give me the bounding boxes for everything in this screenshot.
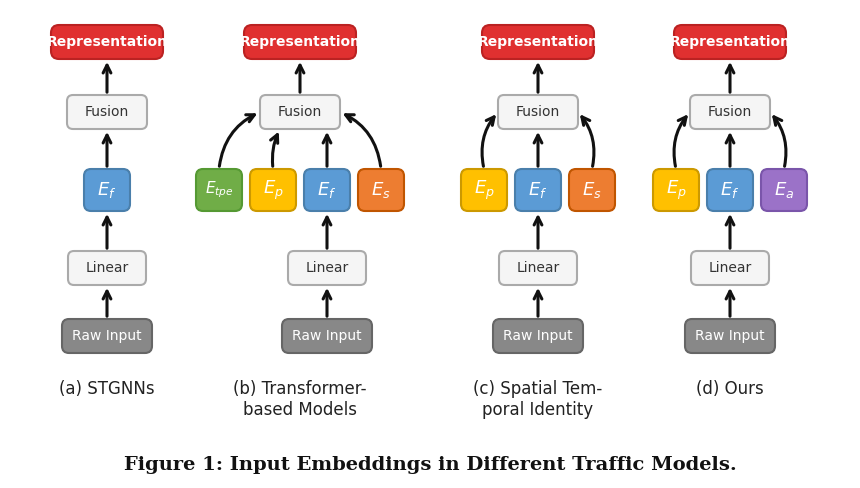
FancyBboxPatch shape (84, 169, 130, 211)
FancyBboxPatch shape (68, 251, 146, 285)
FancyBboxPatch shape (250, 169, 296, 211)
FancyBboxPatch shape (569, 169, 615, 211)
Text: Linear: Linear (85, 261, 129, 275)
Text: Raw Input: Raw Input (292, 329, 362, 343)
Text: (d) Ours: (d) Ours (696, 380, 764, 398)
FancyBboxPatch shape (358, 169, 404, 211)
FancyBboxPatch shape (685, 319, 775, 353)
Text: Representation: Representation (477, 35, 599, 49)
FancyBboxPatch shape (244, 25, 356, 59)
Text: (a) STGNNs: (a) STGNNs (59, 380, 155, 398)
Text: Fusion: Fusion (516, 105, 560, 119)
FancyBboxPatch shape (260, 95, 340, 129)
Text: (c) Spatial Tem-
poral Identity: (c) Spatial Tem- poral Identity (473, 380, 603, 419)
Text: Representation: Representation (239, 35, 360, 49)
FancyBboxPatch shape (51, 25, 163, 59)
Text: (b) Transformer-
based Models: (b) Transformer- based Models (233, 380, 366, 419)
FancyBboxPatch shape (761, 169, 807, 211)
Text: Linear: Linear (709, 261, 752, 275)
Text: $\mathit{E}_{p}$: $\mathit{E}_{p}$ (262, 179, 284, 202)
Text: Representation: Representation (669, 35, 790, 49)
Text: Fusion: Fusion (708, 105, 752, 119)
Text: Figure 1: Input Embeddings in Different Traffic Models.: Figure 1: Input Embeddings in Different … (124, 456, 736, 474)
FancyBboxPatch shape (499, 251, 577, 285)
Text: $\mathit{E}_{s}$: $\mathit{E}_{s}$ (582, 180, 602, 200)
Text: Linear: Linear (516, 261, 560, 275)
FancyBboxPatch shape (493, 319, 583, 353)
FancyBboxPatch shape (62, 319, 152, 353)
FancyBboxPatch shape (515, 169, 561, 211)
FancyBboxPatch shape (498, 95, 578, 129)
Text: Representation: Representation (46, 35, 168, 49)
FancyBboxPatch shape (674, 25, 786, 59)
FancyBboxPatch shape (304, 169, 350, 211)
Text: $\mathit{E}_{f}$: $\mathit{E}_{f}$ (317, 180, 337, 200)
FancyBboxPatch shape (196, 169, 242, 211)
Text: Raw Input: Raw Input (72, 329, 142, 343)
FancyBboxPatch shape (288, 251, 366, 285)
Text: $\mathit{E}_{f}$: $\mathit{E}_{f}$ (721, 180, 740, 200)
Text: $\mathit{E}_{f}$: $\mathit{E}_{f}$ (528, 180, 548, 200)
Text: Raw Input: Raw Input (695, 329, 765, 343)
Text: Raw Input: Raw Input (503, 329, 573, 343)
Text: Linear: Linear (305, 261, 348, 275)
FancyBboxPatch shape (67, 95, 147, 129)
FancyBboxPatch shape (707, 169, 753, 211)
FancyBboxPatch shape (461, 169, 507, 211)
FancyBboxPatch shape (691, 251, 769, 285)
FancyBboxPatch shape (282, 319, 372, 353)
Text: $\mathit{E}_{tpe}$: $\mathit{E}_{tpe}$ (205, 180, 233, 200)
Text: $\mathit{E}_{a}$: $\mathit{E}_{a}$ (774, 180, 794, 200)
FancyBboxPatch shape (690, 95, 770, 129)
Text: Fusion: Fusion (278, 105, 322, 119)
Text: $\mathit{E}_{s}$: $\mathit{E}_{s}$ (372, 180, 390, 200)
FancyBboxPatch shape (482, 25, 594, 59)
FancyBboxPatch shape (653, 169, 699, 211)
Text: $\mathit{E}_{p}$: $\mathit{E}_{p}$ (474, 179, 494, 202)
Text: $\mathit{E}_{f}$: $\mathit{E}_{f}$ (97, 180, 117, 200)
Text: Fusion: Fusion (85, 105, 129, 119)
Text: $\mathit{E}_{p}$: $\mathit{E}_{p}$ (666, 179, 686, 202)
